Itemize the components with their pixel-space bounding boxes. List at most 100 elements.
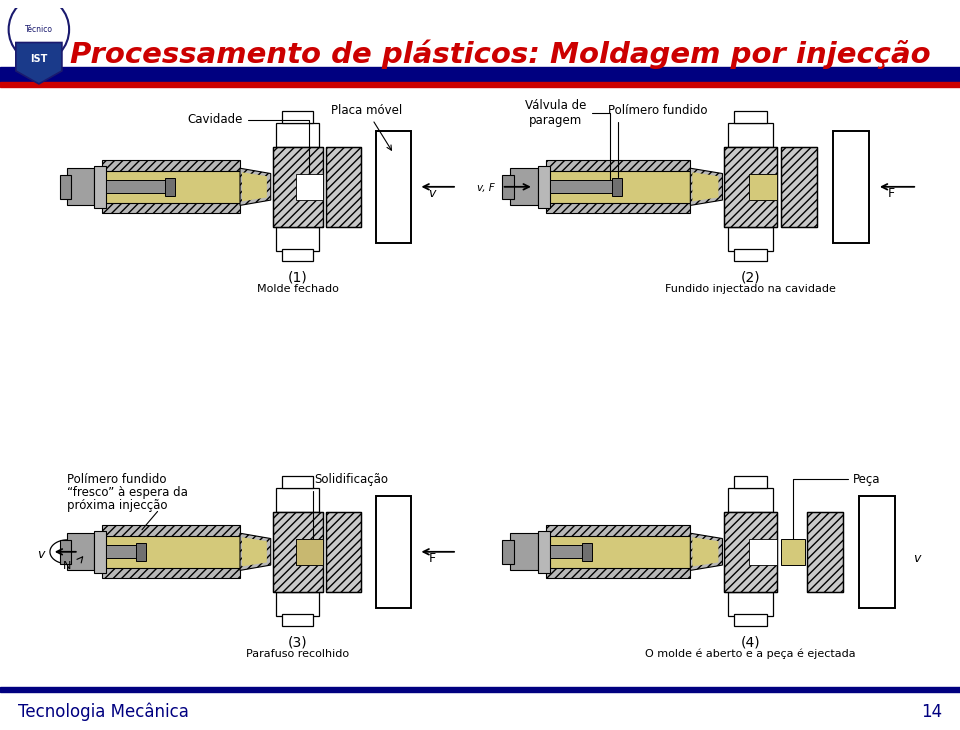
Bar — [734, 614, 767, 626]
Bar — [582, 542, 592, 561]
Text: F: F — [428, 553, 436, 566]
Bar — [612, 177, 622, 196]
Bar — [0, 82, 960, 87]
Text: Parafuso recolhido: Parafuso recolhido — [246, 649, 349, 659]
Bar — [273, 512, 323, 591]
Polygon shape — [690, 533, 723, 570]
Bar — [729, 123, 773, 147]
Polygon shape — [692, 172, 718, 201]
Text: IST: IST — [30, 55, 48, 64]
Bar — [859, 496, 895, 607]
Bar — [94, 531, 106, 573]
Bar — [806, 512, 843, 591]
Bar — [102, 171, 240, 203]
Bar — [0, 687, 960, 692]
Text: Molde fechado: Molde fechado — [256, 284, 339, 294]
Bar — [94, 166, 106, 208]
Bar — [273, 512, 323, 591]
Polygon shape — [692, 537, 718, 566]
Text: Válvula de
paragem: Válvula de paragem — [525, 99, 610, 181]
Bar — [102, 526, 240, 536]
Polygon shape — [242, 172, 267, 201]
Bar — [729, 488, 773, 512]
Bar — [538, 166, 550, 208]
Bar — [376, 496, 411, 607]
Bar — [326, 512, 361, 591]
Bar — [734, 476, 767, 488]
Bar — [67, 168, 94, 205]
Text: 14: 14 — [921, 703, 942, 721]
Text: Peça: Peça — [793, 473, 880, 549]
Text: próxima injecção: próxima injecção — [67, 499, 168, 512]
Bar — [546, 526, 690, 536]
Text: v: v — [36, 548, 44, 561]
Bar — [102, 568, 240, 578]
Bar — [60, 540, 71, 564]
Bar — [725, 147, 777, 226]
Polygon shape — [240, 533, 271, 570]
Text: Polímero fundido: Polímero fundido — [609, 104, 708, 177]
Text: Polímero fundido: Polímero fundido — [67, 473, 167, 485]
Bar — [510, 168, 538, 205]
Bar — [102, 536, 240, 568]
Polygon shape — [242, 537, 267, 566]
Bar — [780, 147, 817, 226]
Bar — [546, 568, 690, 578]
Bar — [273, 147, 323, 226]
Text: Placa móvel: Placa móvel — [331, 104, 402, 150]
Bar — [550, 180, 620, 193]
Bar — [725, 512, 777, 591]
Bar — [546, 161, 690, 171]
Bar — [749, 539, 777, 565]
Bar — [546, 171, 690, 203]
Text: Técnico: Técnico — [25, 25, 53, 34]
Bar — [276, 591, 319, 615]
Bar — [106, 180, 173, 193]
Bar — [546, 536, 690, 568]
Text: Processamento de plásticos: Moldagem por injecção: Processamento de plásticos: Moldagem por… — [70, 39, 930, 69]
Bar — [538, 531, 550, 573]
Bar — [725, 147, 777, 226]
Bar — [276, 226, 319, 250]
Text: v: v — [428, 188, 436, 201]
Bar — [729, 226, 773, 250]
Bar — [502, 540, 514, 564]
Bar — [749, 174, 777, 200]
Polygon shape — [690, 168, 723, 205]
Bar — [276, 123, 319, 147]
Text: Cavidade: Cavidade — [187, 113, 309, 184]
Bar — [780, 147, 817, 226]
Bar — [376, 131, 411, 242]
Bar — [136, 542, 146, 561]
Bar — [282, 476, 313, 488]
Bar — [550, 545, 590, 558]
Bar — [282, 614, 313, 626]
Bar — [729, 591, 773, 615]
Bar — [806, 512, 843, 591]
Text: (4): (4) — [741, 635, 760, 649]
Bar — [725, 512, 777, 591]
Text: N: N — [63, 561, 71, 571]
Bar — [282, 111, 313, 123]
Bar — [734, 249, 767, 261]
Bar — [502, 175, 514, 199]
Bar — [833, 131, 869, 242]
Polygon shape — [240, 168, 271, 205]
Bar — [102, 161, 240, 171]
Bar — [67, 533, 94, 570]
Bar — [276, 488, 319, 512]
Bar — [282, 249, 313, 261]
Bar — [102, 203, 240, 213]
Bar — [106, 545, 144, 558]
Bar — [780, 539, 804, 565]
Text: Solidificação: Solidificação — [313, 473, 389, 549]
Text: Fundido injectado na cavidade: Fundido injectado na cavidade — [665, 284, 836, 294]
Bar — [296, 539, 323, 565]
Text: (2): (2) — [741, 270, 760, 284]
Bar — [273, 147, 323, 226]
Bar — [546, 203, 690, 213]
Bar — [749, 174, 777, 200]
Text: (3): (3) — [288, 635, 307, 649]
Bar — [0, 67, 960, 82]
Text: F: F — [887, 188, 895, 201]
